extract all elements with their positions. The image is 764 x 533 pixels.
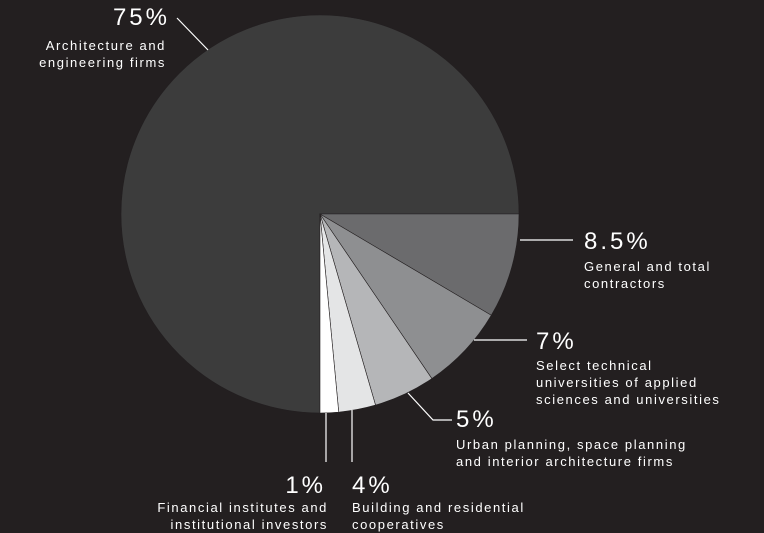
slice-label-financial: Financial institutes and institutional i… — [157, 500, 328, 532]
pie-slice-contractors — [318, 213, 520, 316]
slice-label-urban-planning: Urban planning, space planning and inter… — [456, 437, 687, 469]
slice-percent-cooperatives: 4% — [352, 472, 393, 499]
slice-percent-contractors: 8.5% — [584, 228, 651, 255]
pie-slice-architecture — [120, 14, 520, 414]
leader-line-architecture — [176, 17, 209, 51]
slice-percent-architecture: 75% — [112, 4, 170, 31]
pie-slice-financial — [319, 213, 340, 414]
slice-label-universities: Select technical universities of applied… — [536, 358, 721, 407]
slice-label-architecture: Architecture and engineering firms — [39, 38, 166, 70]
slice-percent-urban-planning: 5% — [456, 406, 497, 433]
slice-percent-financial: 1% — [285, 472, 326, 499]
slice-label-cooperatives: Building and residential cooperatives — [352, 500, 525, 532]
slice-label-contractors: General and total contractors — [584, 259, 711, 291]
slice-percent-universities: 7% — [536, 328, 577, 355]
leader-line-urban-planning — [407, 392, 452, 421]
